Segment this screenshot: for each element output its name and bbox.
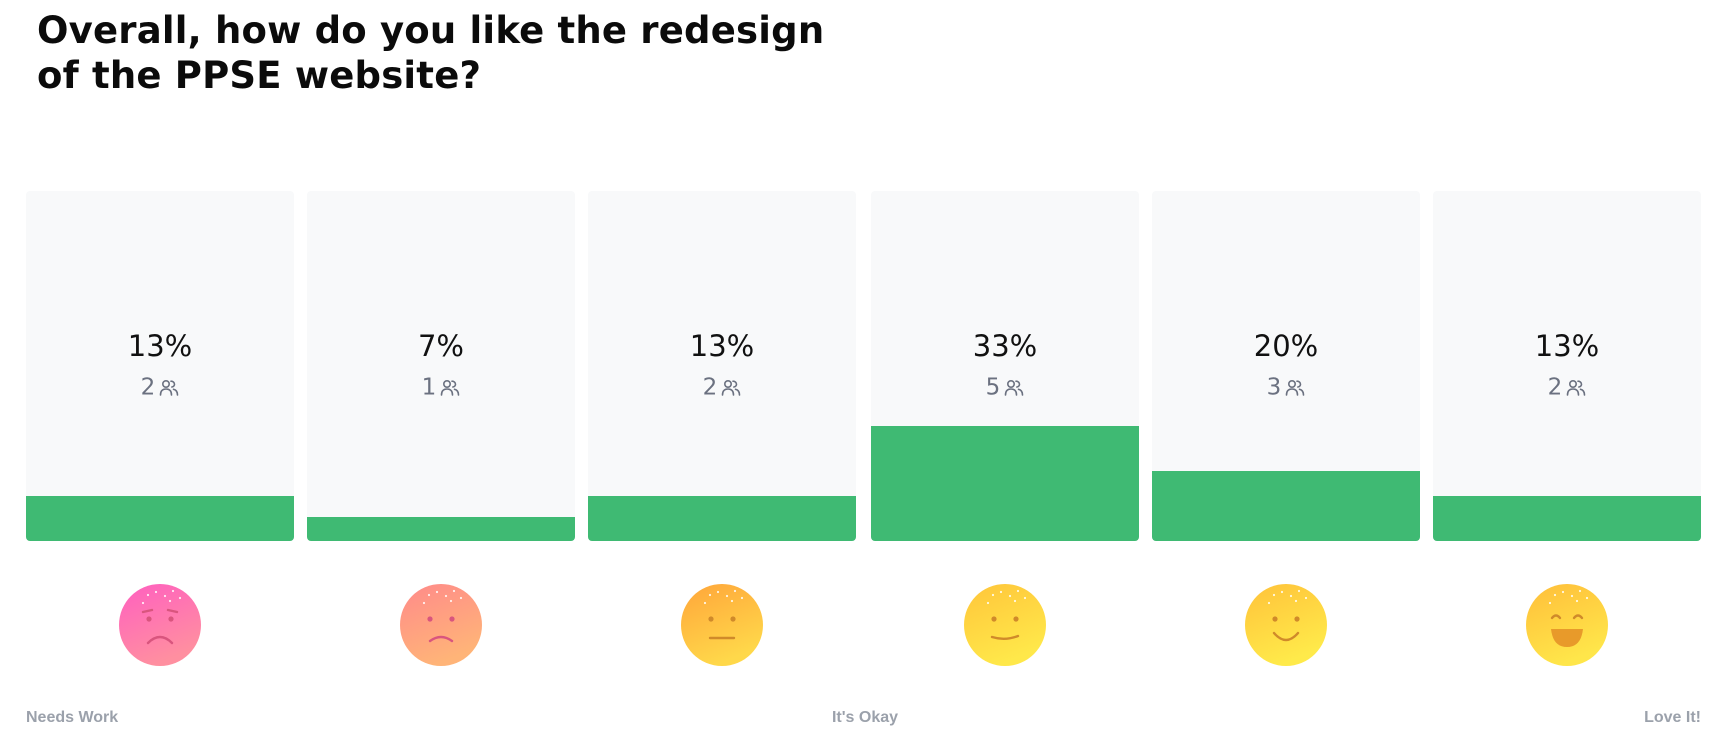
bar-4 — [871, 425, 1139, 541]
response-count: 2 — [1433, 374, 1701, 401]
rating-column-5: 20% 3 — [1152, 191, 1420, 541]
response-count: 1 — [307, 374, 575, 401]
bar-6 — [1433, 495, 1701, 541]
question-title: Overall, how do you like the redesign of… — [37, 9, 825, 97]
percent-label: 13% — [1534, 329, 1600, 363]
percent-label: 33% — [972, 329, 1038, 363]
laughing-face-icon — [1526, 584, 1608, 666]
scale-label-high: Love It! — [1644, 709, 1701, 726]
rating-column-3: 13% 2 — [588, 191, 856, 541]
neutral-face-icon — [681, 584, 763, 666]
smile-face-icon — [1245, 584, 1327, 666]
rating-column-4: 33% 5 — [871, 191, 1139, 541]
rating-column-2: 7% 1 — [307, 191, 575, 541]
people-icon — [722, 379, 741, 396]
response-count: 2 — [588, 374, 856, 401]
scale-label-mid: It's Okay — [831, 709, 899, 726]
scale-label-low: Needs Work — [26, 709, 119, 726]
very-sad-face-icon — [119, 584, 201, 666]
response-count: 2 — [26, 374, 294, 401]
bar-5 — [1152, 471, 1420, 541]
response-count-value: 5 — [985, 374, 1001, 401]
response-count-value: 2 — [1547, 374, 1563, 401]
response-count-value: 3 — [1266, 374, 1282, 401]
bar-2 — [307, 516, 575, 541]
bar-3 — [588, 495, 856, 541]
response-count: 5 — [871, 374, 1139, 401]
percent-label: 7% — [417, 329, 464, 363]
response-count-value: 2 — [140, 374, 156, 401]
people-icon — [441, 379, 460, 396]
rating-column-6: 13% 2 — [1433, 191, 1701, 541]
rating-column-1: 13% 2 — [26, 191, 294, 541]
percent-label: 20% — [1253, 329, 1319, 363]
response-count: 3 — [1152, 374, 1420, 401]
bar-1 — [26, 495, 294, 541]
people-icon — [160, 379, 179, 396]
people-icon — [1567, 379, 1586, 396]
people-icon — [1286, 379, 1305, 396]
sad-face-icon — [400, 584, 482, 666]
response-count-value: 2 — [702, 374, 718, 401]
percent-label: 13% — [689, 329, 755, 363]
slight-smile-face-icon — [964, 584, 1046, 666]
response-count-value: 1 — [421, 374, 437, 401]
percent-label: 13% — [127, 329, 193, 363]
people-icon — [1005, 379, 1024, 396]
